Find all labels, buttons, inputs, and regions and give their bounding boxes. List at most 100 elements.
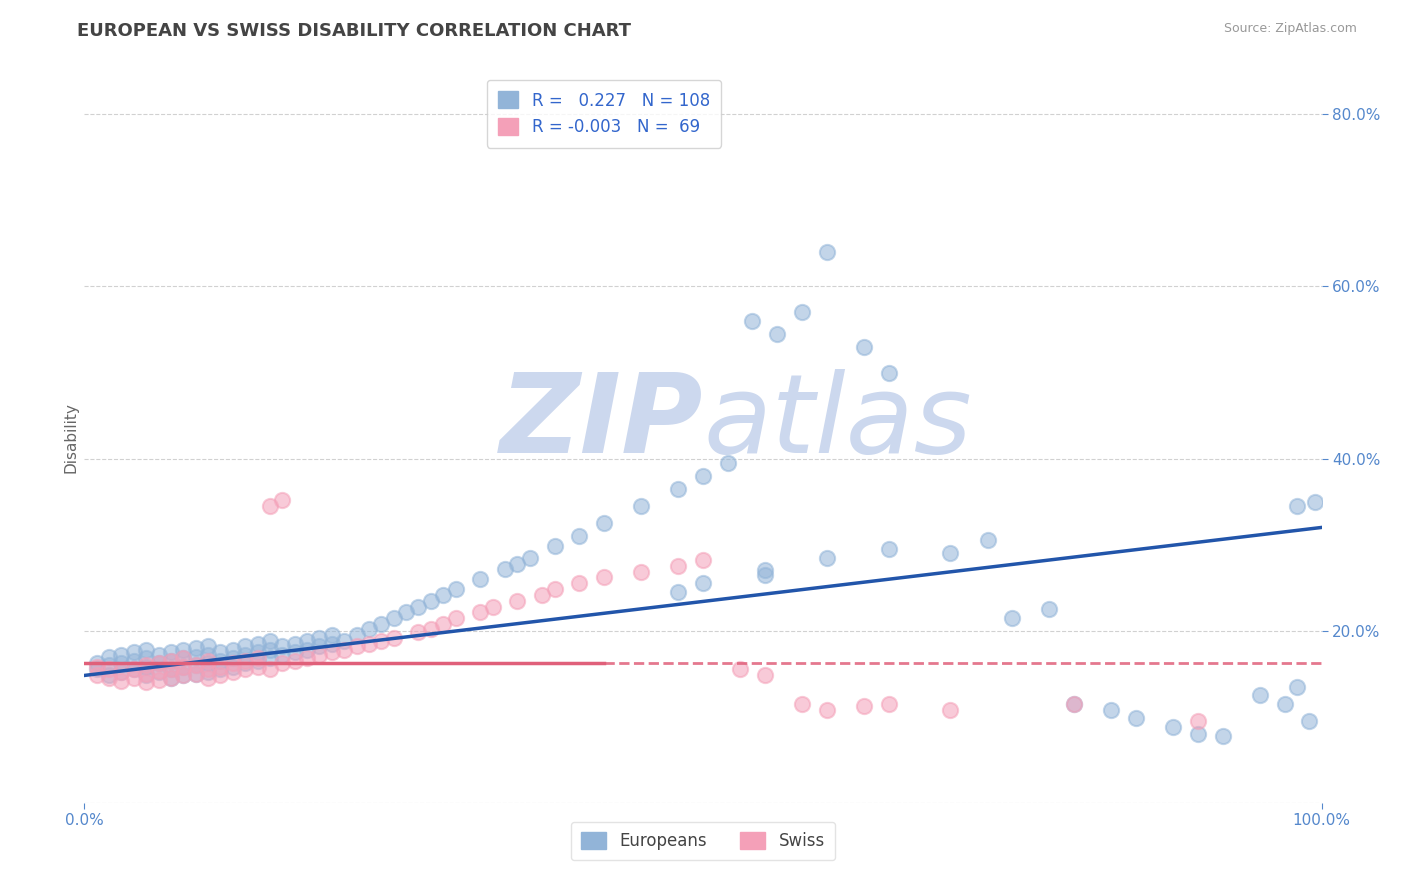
Point (1099, 703, 1122, 717)
Point (1298, 714, 1320, 728)
Point (184, 649, 207, 664)
Point (1161, 720, 1184, 734)
Point (790, 697, 813, 711)
Point (939, 546, 962, 560)
Point (259, 662, 281, 676)
Point (98, 662, 121, 676)
Point (939, 703, 962, 717)
Point (148, 673, 170, 687)
Point (160, 654, 183, 668)
Point (233, 654, 256, 668)
Point (877, 697, 900, 711)
Point (815, 550, 838, 565)
Point (666, 585, 689, 599)
Point (321, 645, 343, 659)
Point (470, 572, 492, 586)
Point (333, 642, 356, 657)
Point (284, 645, 307, 659)
Point (692, 553, 714, 567)
Point (98, 668, 121, 682)
Point (519, 550, 541, 565)
Point (370, 634, 392, 648)
Legend: Europeans, Swiss: Europeans, Swiss (571, 822, 835, 860)
Point (692, 576, 714, 591)
Point (148, 656, 170, 670)
Point (419, 593, 441, 607)
Point (766, 326, 789, 341)
Point (222, 651, 245, 665)
Point (1285, 680, 1308, 694)
Point (321, 628, 343, 642)
Point (382, 611, 405, 625)
Point (432, 588, 454, 602)
Point (197, 648, 219, 662)
Point (135, 660, 157, 674)
Point (86, 656, 108, 670)
Point (790, 305, 813, 319)
Point (222, 642, 245, 657)
Text: atlas: atlas (703, 369, 972, 476)
Point (593, 516, 616, 530)
Point (148, 665, 170, 679)
Point (815, 245, 838, 260)
Point (1125, 711, 1147, 725)
Point (432, 616, 454, 631)
Point (160, 662, 183, 676)
Point (98, 658, 121, 673)
Point (98, 671, 121, 685)
Point (148, 657, 170, 671)
Point (122, 654, 145, 668)
Point (271, 492, 294, 507)
Point (172, 668, 194, 682)
Point (184, 640, 207, 655)
Point (1274, 697, 1296, 711)
Point (295, 634, 318, 648)
Point (506, 593, 529, 607)
Point (1187, 714, 1209, 728)
Point (419, 622, 441, 636)
Point (852, 340, 875, 354)
Point (754, 668, 776, 682)
Point (1305, 494, 1327, 508)
Point (172, 668, 194, 682)
Point (666, 559, 689, 574)
Point (172, 651, 194, 665)
Point (741, 314, 763, 328)
Point (259, 499, 281, 513)
Point (233, 662, 256, 676)
Point (172, 642, 194, 657)
Point (382, 631, 405, 645)
Point (271, 648, 294, 662)
Point (630, 499, 652, 513)
Point (209, 662, 232, 676)
Point (233, 639, 256, 653)
Point (110, 665, 132, 679)
Point (172, 660, 194, 674)
Point (271, 657, 294, 671)
Text: ZIP: ZIP (499, 369, 703, 476)
Point (184, 658, 207, 673)
Point (271, 639, 294, 653)
Point (1212, 729, 1234, 743)
Point (370, 616, 392, 631)
Point (197, 657, 219, 671)
Point (494, 562, 516, 576)
Point (122, 662, 145, 676)
Text: EUROPEAN VS SWISS DISABILITY CORRELATION CHART: EUROPEAN VS SWISS DISABILITY CORRELATION… (77, 22, 631, 40)
Point (568, 529, 591, 543)
Point (197, 671, 219, 685)
Point (135, 651, 157, 665)
Point (481, 599, 503, 614)
Point (172, 651, 194, 665)
Point (246, 637, 269, 651)
Point (135, 666, 157, 681)
Point (184, 666, 207, 681)
Point (630, 565, 652, 579)
Point (308, 648, 330, 662)
Point (135, 658, 157, 673)
Point (98, 649, 121, 664)
Point (470, 605, 492, 619)
Point (259, 651, 281, 665)
Point (877, 541, 900, 556)
Point (395, 605, 418, 619)
